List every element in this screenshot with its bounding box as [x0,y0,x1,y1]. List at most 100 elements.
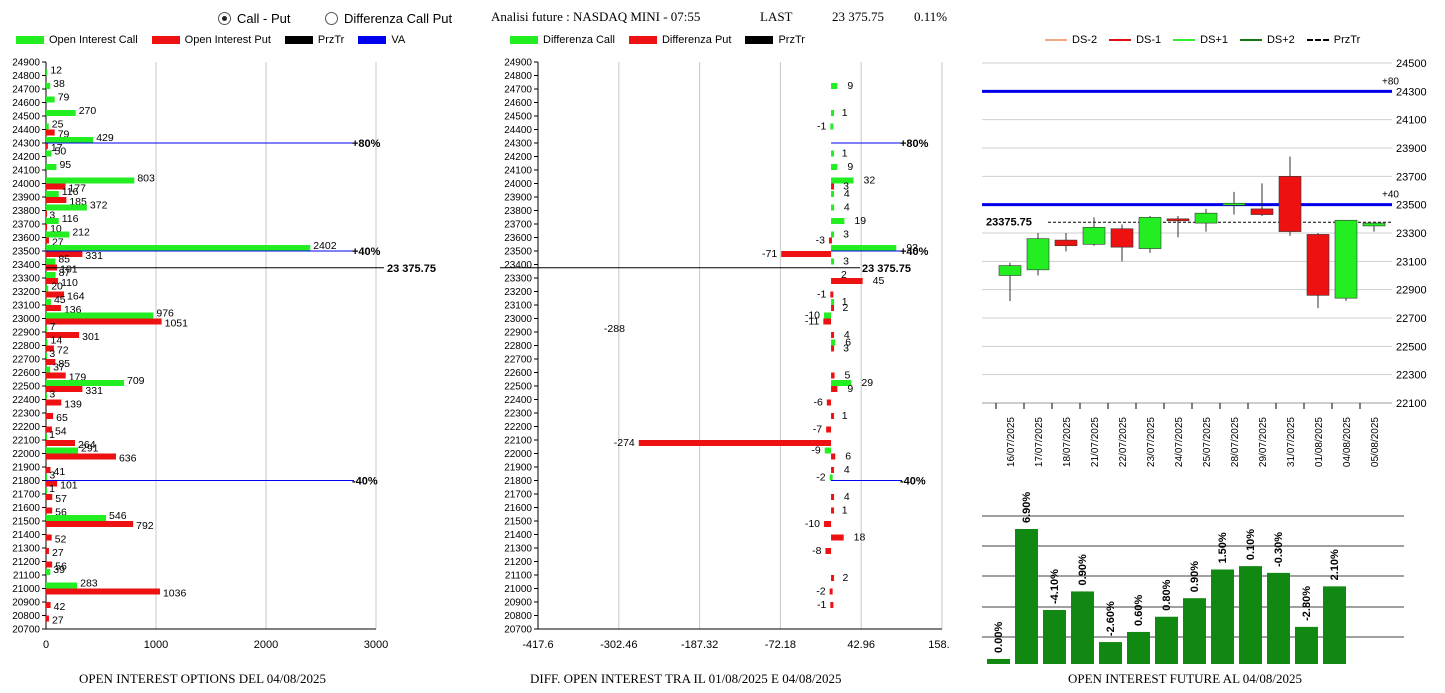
diff-put-bar-label: 1 [842,410,848,422]
call-bar [46,204,87,211]
call-bar [46,353,47,359]
strike-label: 22700 [12,355,40,366]
diff-put-bar [831,332,835,338]
diff-put-bar [831,372,835,379]
strike-label: 23800 [12,206,40,217]
call-value-label: 2402 [313,240,337,252]
put-value-label: 331 [85,385,103,397]
future-bar-label: -4.10% [1049,569,1061,604]
legend-item: VA [358,34,405,46]
strike-label: 21600 [504,503,532,514]
call-value-label: 85 [58,254,70,266]
legend-label: DS+1 [1200,34,1228,46]
diff-put-bar [831,453,836,460]
call-value-label: 37 [53,362,65,374]
date-label: 31/07/2025 [1286,417,1297,467]
legend-line [1239,39,1262,41]
last-label: LAST [760,9,793,24]
diff-call-bar [831,110,835,116]
call-value-label: 14 [51,335,63,347]
strike-label: 21800 [12,476,40,487]
legend-item: DS+2 [1239,34,1295,46]
put-value-label: 636 [119,453,137,465]
diff-put-bar-label: 4 [844,464,850,476]
strike-label: 23700 [12,220,40,231]
diff-call-bar [831,83,838,89]
call-bar [46,245,311,251]
put-bar [46,548,49,554]
oi-diff-chart: -417.6 -302.46 -187.32 -72.18 42.96 158.1 2490… [500,58,950,651]
future-bar [1323,586,1346,664]
future-bar-label: 2.10% [1329,549,1341,580]
strike-label: 22400 [504,395,532,406]
date-label: 21/07/2025 [1090,417,1101,467]
call-value-label: 1 [49,429,55,441]
diff-call-bar-label: -9 [811,445,820,457]
caption-left: OPEN INTEREST OPTIONS DEL 04/08/2025 [79,671,326,686]
candle-body [1334,219,1358,299]
diff-extra-label: -288 [604,323,625,335]
strike-label: 24900 [12,58,40,69]
diff-put-bar-label: 18 [854,532,866,544]
legend-label: VA [391,34,406,46]
change-pct: 0.11% [914,9,948,24]
strike-label: 22700 [504,355,532,366]
candle-body [1362,222,1386,227]
put-value-label: 85 [58,358,70,370]
legend-item: PrzTr [745,34,805,46]
call-bar [46,285,49,292]
radio-differenza-label: Differenza Call Put [344,11,453,26]
strike-label: 22500 [504,382,532,393]
strike-label: 23300 [12,274,40,285]
call-bar [46,191,59,197]
strike-label: 23200 [504,287,532,298]
candle-body [1110,228,1134,248]
call-value-label: 3 [49,470,55,482]
call-bar [46,137,94,143]
candlestick-chart: 24500 24300 24100 23900 23700 23500 23300 23100… [982,58,1427,467]
diff-put-bar-label: -1 [817,599,826,611]
diff-put-bar [831,278,863,284]
radio-differenza[interactable]: Differenza Call Put [325,11,452,26]
strike-label: 22800 [504,341,532,352]
legend-swatch [16,36,44,44]
y-tick-label: 23500 [1396,200,1427,212]
strike-label: 24600 [12,98,40,109]
call-value-label: 38 [53,78,65,90]
legend-label: Differenza Put [661,34,732,46]
call-value-label: 116 [62,186,79,198]
y-tick-label: 24500 [1396,58,1427,70]
put-bar [46,602,51,608]
va-label: +80% [352,138,381,150]
diff-put-bar-label: 5 [845,370,851,382]
y-tick-label: 23300 [1396,228,1427,240]
strike-label: 24500 [504,112,532,123]
legend-swatch [745,36,774,44]
strike-label: 24100 [504,166,532,177]
call-value-label: 212 [72,227,90,239]
diff-call-bar-label: -1 [817,121,826,133]
future-bar [1127,631,1150,664]
strike-label: 24300 [12,139,40,150]
call-bar [46,83,51,89]
diff-call-bar [831,150,835,157]
date-label: 05/08/2025 [1370,417,1381,467]
call-value-label: 976 [156,308,174,320]
diff-call-bar-label: -10 [805,310,820,322]
strike-label: 20700 [12,625,40,636]
put-bar [46,467,51,473]
diff-call-bar-label: 19 [854,215,866,227]
y-tick-label: 23900 [1396,143,1427,155]
legend-left: Open Interest Call Open Interest Put Prz… [16,34,405,46]
va-label: +80 [1382,76,1399,87]
future-bar-label: -2.80% [1301,586,1313,621]
strike-label: 23400 [12,260,40,271]
strike-label: 21500 [504,517,532,528]
radio-call-put[interactable]: Call - Put [218,11,290,26]
strike-label: 22200 [504,422,532,433]
strike-label: 22400 [12,395,40,406]
y-tick-label: 22500 [1396,341,1427,353]
strike-label: 24700 [504,85,532,96]
date-label: 29/07/2025 [1258,417,1269,467]
legend-line [1173,39,1196,41]
